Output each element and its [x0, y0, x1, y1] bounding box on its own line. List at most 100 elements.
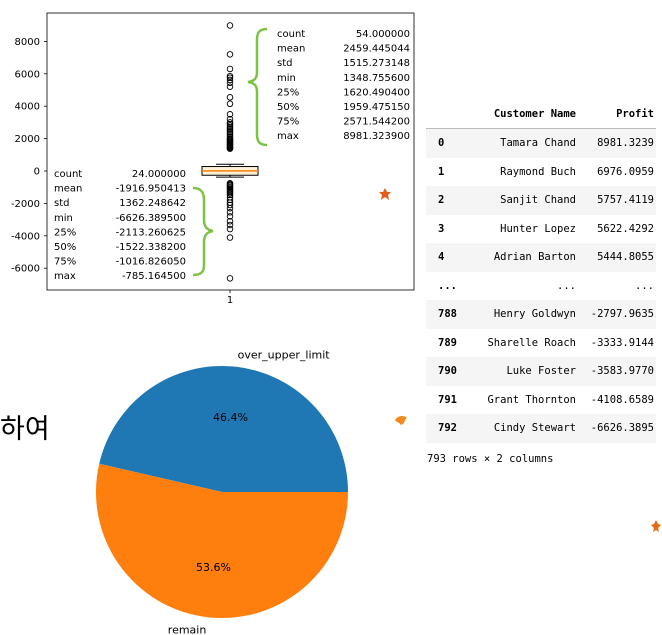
outlier-point: [226, 51, 234, 58]
y-tick-label: -2000: [11, 199, 40, 210]
outlier-point: [226, 217, 234, 225]
cell-profit: -3333.9144: [590, 336, 654, 349]
pie-labels: 46.4% over_upper_limit 53.6% remain: [168, 348, 330, 635]
stat-value: -1016.826050: [116, 257, 186, 268]
upper-brace: [247, 27, 268, 147]
outlier-point: [226, 74, 234, 81]
table-row: 789 Sharelle Roach -3333.9144: [426, 329, 656, 358]
cell-customer-name: Cindy Stewart: [493, 422, 576, 435]
stat-value: 2459.445044: [343, 44, 410, 55]
row-index: 3: [438, 222, 445, 235]
row-index: ...: [438, 279, 457, 292]
outlier-point: [226, 94, 234, 101]
table-header-row: Customer Name Profit: [426, 100, 656, 129]
pie-chart: 46.4% over_upper_limit 53.6% remain: [96, 348, 348, 635]
cell-customer-name: Adrian Barton: [493, 251, 576, 264]
dataframe-table: Customer Name Profit 0 Tamara Chand 8981.3…: [426, 100, 656, 443]
y-tick-label: 6000: [15, 69, 40, 80]
stat-label: 25%: [277, 87, 299, 98]
cell-customer-name: Hunter Lopez: [500, 222, 576, 235]
outlier-point: [226, 79, 234, 87]
stat-label: min: [277, 73, 296, 84]
dataframe-output: Customer Name Profit 0 Tamara Chand 8981.3…: [426, 100, 662, 443]
side-text-fragment: 하여: [0, 414, 50, 445]
outlier-point: [226, 213, 234, 220]
table-row: 2 Sanjit Chand 5757.4119: [426, 186, 656, 215]
table-row: 3 Hunter Lopez 5622.4292: [426, 215, 656, 244]
cell-profit: 8981.3239: [597, 137, 654, 150]
y-tick-label: 0: [34, 167, 40, 178]
stat-value: 1515.273148: [343, 58, 410, 69]
cell-customer-name: Luke Foster: [506, 365, 576, 378]
x-tick-label: 1: [227, 295, 233, 306]
table-row: .........: [426, 272, 656, 301]
outlier-point: [226, 100, 234, 108]
pie-pct-label: 53.6%: [196, 561, 231, 574]
pie-slice-label: remain: [168, 624, 207, 635]
y-axis-ticks: -6000 -4000 -2000 0 2000 4000 6000 8000: [11, 37, 47, 275]
header-profit: Profit: [578, 100, 656, 129]
table-row: 1 Raymond Buch 6976.0959: [426, 158, 656, 187]
stats-upper-block: count 54.000000 mean 2459.445044 std 1515.273…: [277, 29, 410, 142]
stat-label: count: [277, 29, 305, 40]
leaf-icon: [379, 188, 391, 200]
table-row: 791 Grant Thornton -4108.6589: [426, 386, 656, 415]
cell-profit: -4108.6589: [590, 393, 654, 406]
cell-profit: 5444.8055: [597, 251, 654, 264]
y-tick-label: 4000: [15, 102, 40, 113]
stat-value: -1522.338200: [116, 242, 186, 253]
row-index: 4: [438, 251, 445, 264]
stat-label: mean: [54, 184, 82, 195]
stat-label: max: [54, 271, 76, 282]
outlier-point: [226, 234, 234, 241]
stat-value: -6626.389500: [116, 213, 186, 224]
y-tick-label: 8000: [15, 37, 40, 48]
y-tick-label: 2000: [15, 134, 40, 145]
row-index: 788: [438, 308, 457, 321]
stat-value: 24.000000: [132, 169, 186, 180]
stat-value: -785.164500: [122, 271, 186, 282]
leaf-icon: [651, 520, 661, 532]
stat-value: 54.000000: [356, 29, 410, 40]
outlier-point: [226, 205, 234, 212]
stat-value: -2113.260625: [116, 227, 186, 238]
pie-slice-over-upper-limit: [99, 365, 348, 492]
stat-label: max: [277, 131, 299, 142]
stat-label: 50%: [54, 242, 76, 253]
box-plot: -6000 -4000 -2000 0 2000 4000 6000 8000 1 count…: [11, 12, 415, 306]
cell-customer-name: Raymond Buch: [500, 165, 576, 178]
outlier-point: [226, 275, 234, 282]
outlier-point: [226, 221, 234, 229]
x-axis-ticks: 1: [227, 290, 233, 306]
cell-profit: -2797.9635: [590, 308, 654, 321]
row-index: 790: [438, 365, 457, 378]
row-index: 1: [438, 165, 445, 178]
table-row: 4 Adrian Barton 5444.8055: [426, 243, 656, 272]
stat-label: std: [277, 58, 292, 69]
stat-value: 2571.544200: [343, 117, 410, 128]
dataframe-shape-note: 793 rows × 2 columns: [427, 453, 554, 465]
y-tick-label: -6000: [11, 264, 40, 275]
cell-customer-name: ...: [557, 279, 576, 292]
stat-value: 1620.490400: [343, 87, 410, 98]
table-row: 790 Luke Foster -3583.9770: [426, 357, 656, 386]
stat-label: mean: [277, 44, 305, 55]
cell-customer-name: Henry Goldwyn: [493, 308, 576, 321]
table-row: 0 Tamara Chand 8981.3239: [426, 128, 656, 158]
cell-profit: 6976.0959: [597, 165, 654, 178]
stat-label: std: [54, 198, 69, 209]
stat-label: count: [54, 169, 82, 180]
outlier-point: [226, 201, 234, 209]
cell-customer-name: Tamara Chand: [500, 137, 576, 150]
cell-profit: 5622.4292: [597, 222, 654, 235]
table-row: 792 Cindy Stewart -6626.3895: [426, 414, 656, 443]
outlier-point: [226, 115, 234, 123]
cell-customer-name: Sanjit Chand: [500, 194, 576, 207]
stat-label: min: [54, 213, 73, 224]
outlier-point: [226, 83, 234, 91]
pie-slice-remain: [96, 463, 348, 618]
stat-label: 75%: [54, 257, 76, 268]
row-index: 789: [438, 336, 457, 349]
y-tick-label: -4000: [11, 231, 40, 242]
cell-customer-name: Grant Thornton: [487, 393, 576, 406]
